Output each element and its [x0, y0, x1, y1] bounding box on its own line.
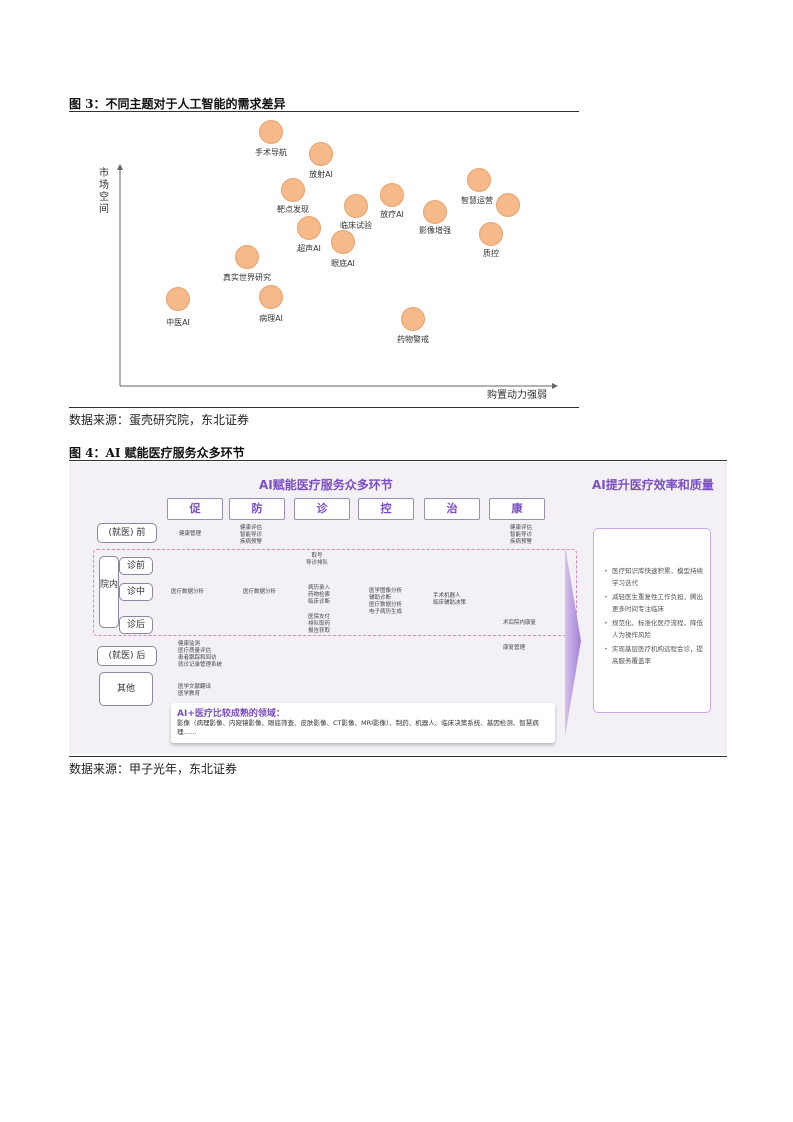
- phase-promote: 促: [167, 498, 223, 520]
- bubble-label: 真实世界研究: [223, 273, 271, 282]
- bubble-pathology-ai: [259, 285, 283, 309]
- bubble-image-enhancement: [423, 200, 447, 224]
- row-pre-visit: (就医) 前: [97, 523, 157, 543]
- figure3-top-rule: [69, 111, 579, 112]
- bubble-tcm-ai: [166, 287, 190, 311]
- figure3-source: 数据来源：蛋壳研究院，东北证券: [69, 413, 250, 427]
- bubble-label: 眼底AI: [331, 259, 355, 268]
- flow-arrow-icon: [565, 546, 581, 736]
- cell-after-diag: 医保支付 排队取药 报告获取: [308, 614, 331, 634]
- bubble-smart-operations: [467, 168, 491, 192]
- row-hospital: 院内: [99, 556, 119, 628]
- figure4-infographic: AI赋能医疗服务众多环节 AI提升医疗效率和质量 促 防 诊 控 治 康 (就医…: [69, 462, 727, 754]
- hospital-dashed-box: [93, 549, 577, 636]
- mature-fields-box: AI+医疗比较成熟的领域： 影像（病理影像、内窥镜影像、眼底筛查、皮肤影像、CT…: [171, 703, 555, 743]
- benefit-item: 医疗知识库快速积累，模型持续学习迭代: [604, 565, 704, 589]
- phase-control: 控: [358, 498, 414, 520]
- bubble-label: 放射AI: [309, 170, 333, 179]
- bubble-quality-control: [479, 222, 503, 246]
- cell-during-diag: 病历录入 药物检索 临床诊断: [308, 585, 331, 605]
- bubble-label: 手术导航: [255, 148, 287, 157]
- bubble-label: 靶点发现: [277, 205, 309, 214]
- bubble-label: 放疗AI: [380, 210, 404, 219]
- figure3-title: 图 3：不同主题对于人工智能的需求差异: [69, 97, 286, 111]
- figure3-ylabel: 市场空间: [99, 168, 109, 215]
- benefit-item: 减轻医生重复性工作负担，腾出更多时间专注临床: [604, 591, 704, 615]
- phase-rehab: 康: [489, 498, 545, 520]
- cell-during-prevent: 医疗数据分析: [243, 589, 277, 595]
- phase-diagnose: 诊: [294, 498, 350, 520]
- bubble-pharmacovigilance: [401, 307, 425, 331]
- cell-other-promote: 医学文献翻译 医学教育: [178, 684, 212, 697]
- bubble-label: 临床试验: [340, 221, 372, 230]
- figure4-source: 数据来源：甲子光年，东北证券: [69, 762, 238, 776]
- benefits-box: 医疗知识库快速积累，模型持续学习迭代 减轻医生重复性工作负担，腾出更多时间专注临…: [593, 528, 711, 713]
- phase-treat: 治: [424, 498, 480, 520]
- bubble-label: 影像增强: [419, 226, 451, 235]
- phase-prevent: 防: [229, 498, 285, 520]
- bubble-surgical-navigation: [259, 120, 283, 144]
- mature-fields-title: AI+医疗比较成熟的领域：: [177, 709, 285, 719]
- cell-before-diag: 取号 导诊排队: [306, 553, 329, 566]
- bubble-label: 智慧运营: [461, 196, 493, 205]
- cell-pre-promote: 健康管理: [179, 531, 202, 537]
- bubble-radiotherapy-ai: [380, 183, 404, 207]
- row-hospital-label: 院内: [100, 580, 119, 590]
- bubble-target-discovery: [281, 178, 305, 202]
- figure4-title: 图 4：AI 赋能医疗服务众多环节: [69, 446, 245, 460]
- figure3-chart: 市场空间 购置动力强弱 手术导航 放射AI 靶点发现 临床试验 放疗AI 影像增…: [69, 112, 579, 406]
- row-post-visit: (就医) 后: [97, 646, 157, 666]
- cell-during-promote: 医疗数据分析: [171, 589, 205, 595]
- row-diag-before: 诊前: [119, 557, 153, 575]
- bubble-clinical-trial: [344, 194, 368, 218]
- figure4-heading-right: AI提升医疗效率和质量: [592, 478, 714, 492]
- figure4-heading-left: AI赋能医疗服务众多环节: [259, 478, 393, 492]
- bubble-label: 病理AI: [259, 314, 283, 323]
- bubble-label: 药物警戒: [397, 335, 429, 344]
- figure3-xlabel: 购置动力强弱: [487, 390, 547, 401]
- cell-pre-prevent: 健康评估 智能导诊 疾病预警: [240, 525, 263, 545]
- row-other: 其他: [99, 672, 153, 706]
- row-diag-during: 诊中: [119, 583, 153, 601]
- benefit-item: 实现基层医疗机构远程会诊，提高服务覆盖率: [604, 643, 704, 667]
- cell-during-control: 医学图像分析 辅助诊断 医疗数据分析 电子病历生成: [369, 588, 403, 615]
- cell-after-rehab: 术后院内康复: [503, 620, 537, 626]
- cell-post-rehab: 康复管理: [503, 645, 526, 651]
- bubble-label: 质控: [483, 249, 499, 258]
- cell-pre-rehab: 健康评估 智能导诊 疾病预警: [510, 525, 533, 545]
- bubble-ultrasound-ai: [297, 216, 321, 240]
- bubble-label: 超声AI: [297, 244, 321, 253]
- bubble-label: 中医AI: [166, 318, 190, 327]
- mature-fields-text: 影像（病理影像、内窥镜影像、眼底筛查、皮肤影像、CT影像、MRI影像）、制药、机…: [177, 719, 539, 736]
- bubble-radiology-ai: [309, 142, 333, 166]
- bubble-unlabeled: [496, 193, 520, 217]
- figure3-bottom-rule: [69, 407, 579, 408]
- bubble-real-world-study: [235, 245, 259, 269]
- figure3-axes: [117, 164, 558, 389]
- figure4-top-rule: [69, 460, 727, 461]
- cell-post-promote: 健康监测 医疗质量评估 患者跟踪和回访 就诊记录管理系统: [178, 641, 223, 668]
- figure4-bottom-rule: [69, 756, 727, 757]
- benefit-item: 规范化、标准化医疗流程，降低人为操作风险: [604, 617, 704, 641]
- cell-during-treat: 手术机器人 临床辅助决策: [433, 593, 467, 606]
- row-diag-after: 诊后: [119, 616, 153, 634]
- bubble-fundus-ai: [331, 230, 355, 254]
